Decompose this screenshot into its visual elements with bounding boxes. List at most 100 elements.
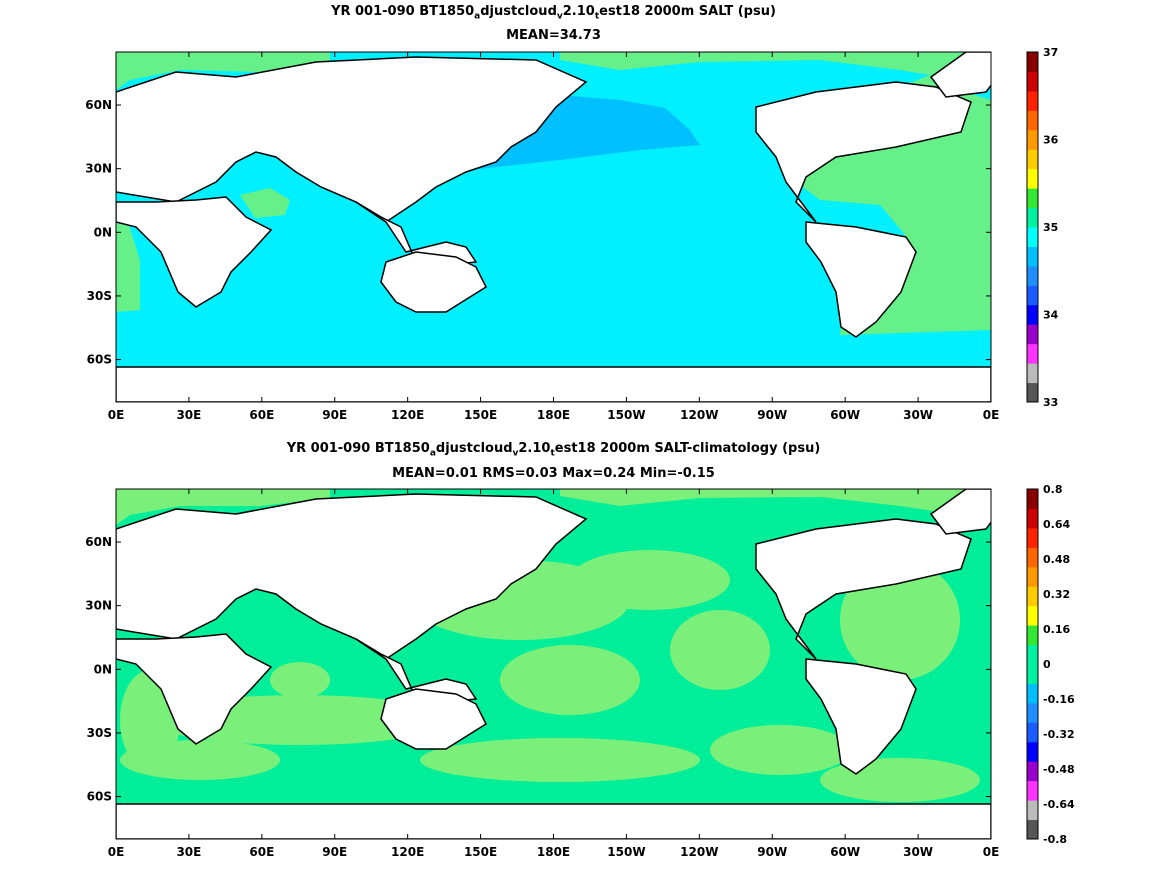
colorbar-label: -0.8 bbox=[1043, 833, 1067, 846]
lon-label: 150E bbox=[464, 845, 497, 859]
colorbar-swatch bbox=[1027, 343, 1038, 364]
africa-land bbox=[116, 633, 273, 745]
colorbar-swatch bbox=[1027, 90, 1038, 111]
top-arctic-field-right bbox=[560, 52, 991, 80]
colorbar-label: 34 bbox=[1043, 309, 1059, 322]
colorbar-swatch bbox=[1027, 168, 1038, 189]
lon-label: 90E bbox=[322, 845, 347, 859]
lat-label: 30N bbox=[85, 162, 112, 176]
bottom-colorbar: 0.8 0.64 0.48 0.32 0.16 0 -0.16 -0.32 -0.48 -0.64… bbox=[1026, 483, 1075, 846]
colorbar-swatch bbox=[1027, 363, 1038, 384]
colorbar-swatch bbox=[1027, 625, 1038, 646]
colorbar-swatch bbox=[1027, 566, 1038, 587]
colorbar-label: -0.48 bbox=[1043, 763, 1075, 776]
lon-label: 60E bbox=[249, 408, 274, 422]
lat-label: 0N bbox=[94, 662, 112, 676]
south-america-land bbox=[805, 658, 917, 775]
eurasia-africa-land bbox=[116, 493, 588, 660]
lon-label: 120W bbox=[680, 408, 718, 422]
australia-land bbox=[380, 688, 487, 750]
lon-label: 90W bbox=[757, 408, 787, 422]
lon-label: 150W bbox=[607, 845, 645, 859]
lat-label: 30S bbox=[87, 726, 112, 740]
top-arabian-field bbox=[240, 188, 290, 218]
colorbar-swatch bbox=[1027, 207, 1038, 228]
colorbar-label: 33 bbox=[1043, 396, 1058, 409]
india-se-asia-land bbox=[355, 638, 478, 702]
lon-label: 60E bbox=[249, 845, 274, 859]
colorbar-swatch bbox=[1027, 722, 1038, 743]
lat-label: 60N bbox=[85, 98, 112, 112]
lon-label: 0E bbox=[983, 408, 1000, 422]
colorbar-swatch bbox=[1027, 129, 1038, 150]
colorbar-swatch bbox=[1027, 664, 1038, 684]
bottom-land bbox=[116, 489, 991, 839]
top-west-africa-field bbox=[116, 215, 140, 312]
colorbar-swatch bbox=[1027, 188, 1038, 209]
colorbar-swatch bbox=[1027, 285, 1038, 306]
lon-label: 90W bbox=[757, 845, 787, 859]
greenland-land bbox=[929, 52, 991, 98]
colorbar-swatch bbox=[1027, 227, 1038, 247]
antarctica-land bbox=[116, 366, 991, 402]
lat-label: 30S bbox=[87, 289, 112, 303]
colorbar-label: 35 bbox=[1043, 221, 1058, 234]
lat-label: 30N bbox=[85, 599, 112, 613]
colorbar-label: 0.48 bbox=[1043, 553, 1070, 566]
colorbar-label: 36 bbox=[1043, 134, 1059, 147]
colorbar-label: 0.32 bbox=[1043, 588, 1070, 601]
colorbar-swatch bbox=[1027, 800, 1038, 821]
lon-label: 60W bbox=[830, 408, 860, 422]
lon-label: 30E bbox=[176, 408, 201, 422]
colorbar-label: 0 bbox=[1043, 658, 1051, 671]
colorbar-swatch bbox=[1027, 741, 1038, 762]
colorbar-swatch bbox=[1027, 508, 1038, 529]
colorbar-swatch bbox=[1027, 149, 1038, 170]
colorbar-swatch bbox=[1027, 527, 1038, 548]
bottom-arctic-field-right bbox=[560, 489, 991, 515]
colorbar-swatch bbox=[1027, 586, 1038, 607]
colorbar-swatch bbox=[1027, 246, 1038, 267]
top-land bbox=[116, 52, 991, 402]
lon-label: 150E bbox=[464, 408, 497, 422]
colorbar-label: -0.64 bbox=[1043, 798, 1075, 811]
lat-label: 60S bbox=[87, 353, 112, 367]
north-america-land bbox=[755, 81, 972, 223]
eurasia-africa-land bbox=[116, 56, 588, 223]
colorbar-swatch bbox=[1027, 489, 1038, 509]
lat-label: 60S bbox=[87, 790, 112, 804]
north-america-land bbox=[755, 518, 972, 660]
africa-land bbox=[116, 196, 273, 308]
colorbar-label: -0.32 bbox=[1043, 728, 1075, 741]
colorbar-swatch bbox=[1027, 702, 1038, 723]
lon-label: 30W bbox=[903, 845, 933, 859]
australia-land bbox=[380, 251, 487, 313]
lon-label: 60W bbox=[830, 845, 860, 859]
antarctica-land bbox=[116, 803, 991, 839]
bottom-arctic-field-left bbox=[116, 489, 330, 525]
lon-label: 30W bbox=[903, 408, 933, 422]
bottom-panel-title: YR 001-090 BT1850adjustcloudv2.10test18 … bbox=[286, 441, 821, 459]
lon-label: 120E bbox=[391, 408, 424, 422]
lon-label: 30E bbox=[176, 845, 201, 859]
colorbar-frame bbox=[1026, 51, 1039, 403]
lon-label: 180E bbox=[537, 845, 570, 859]
lon-label: 90E bbox=[322, 408, 347, 422]
lon-label: 150W bbox=[607, 408, 645, 422]
colorbar-swatch bbox=[1027, 110, 1038, 131]
lon-label: 0E bbox=[983, 845, 1000, 859]
top-axes: 0E 30E 60E 90E 120E 150E 180E 150W 120W 90W 60W 30W… bbox=[85, 52, 999, 422]
top-colorbar: 37 36 35 34 33 bbox=[1026, 46, 1059, 409]
colorbar-swatch bbox=[1027, 644, 1038, 665]
colorbar-swatch bbox=[1027, 547, 1038, 568]
top-panel-subtitle: MEAN=34.73 bbox=[506, 28, 601, 43]
colorbar-swatch bbox=[1027, 819, 1038, 840]
bottom-panel-subtitle: MEAN=0.01 RMS=0.03 Max=0.24 Min=-0.15 bbox=[392, 466, 715, 481]
lat-label: 0N bbox=[94, 225, 112, 239]
south-america-land bbox=[805, 221, 917, 338]
colorbar-frame bbox=[1026, 488, 1039, 840]
colorbar-label: 0.16 bbox=[1043, 623, 1070, 636]
colorbar-swatch bbox=[1027, 683, 1038, 704]
lat-label: 60N bbox=[85, 535, 112, 549]
